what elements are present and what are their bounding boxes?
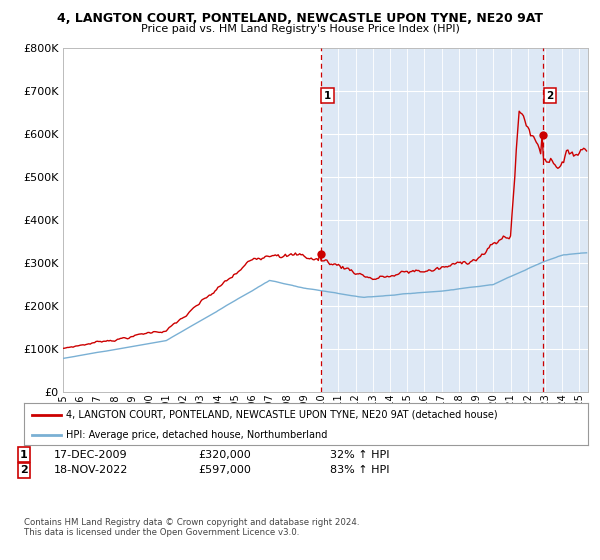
Text: 17-DEC-2009: 17-DEC-2009 <box>54 450 128 460</box>
Text: 1: 1 <box>20 450 28 460</box>
Text: Contains HM Land Registry data © Crown copyright and database right 2024.
This d: Contains HM Land Registry data © Crown c… <box>24 518 359 538</box>
Text: Price paid vs. HM Land Registry's House Price Index (HPI): Price paid vs. HM Land Registry's House … <box>140 24 460 34</box>
Text: 4, LANGTON COURT, PONTELAND, NEWCASTLE UPON TYNE, NE20 9AT (detached house): 4, LANGTON COURT, PONTELAND, NEWCASTLE U… <box>66 410 498 420</box>
Text: 2: 2 <box>20 465 28 475</box>
Text: 1: 1 <box>324 91 331 101</box>
Text: 83% ↑ HPI: 83% ↑ HPI <box>330 465 389 475</box>
Bar <box>63 48 320 392</box>
Text: £597,000: £597,000 <box>198 465 251 475</box>
Text: 4, LANGTON COURT, PONTELAND, NEWCASTLE UPON TYNE, NE20 9AT: 4, LANGTON COURT, PONTELAND, NEWCASTLE U… <box>57 12 543 25</box>
Text: 18-NOV-2022: 18-NOV-2022 <box>54 465 128 475</box>
Text: £320,000: £320,000 <box>198 450 251 460</box>
Text: HPI: Average price, detached house, Northumberland: HPI: Average price, detached house, Nort… <box>66 430 328 440</box>
Text: 2: 2 <box>547 91 554 101</box>
Text: 32% ↑ HPI: 32% ↑ HPI <box>330 450 389 460</box>
